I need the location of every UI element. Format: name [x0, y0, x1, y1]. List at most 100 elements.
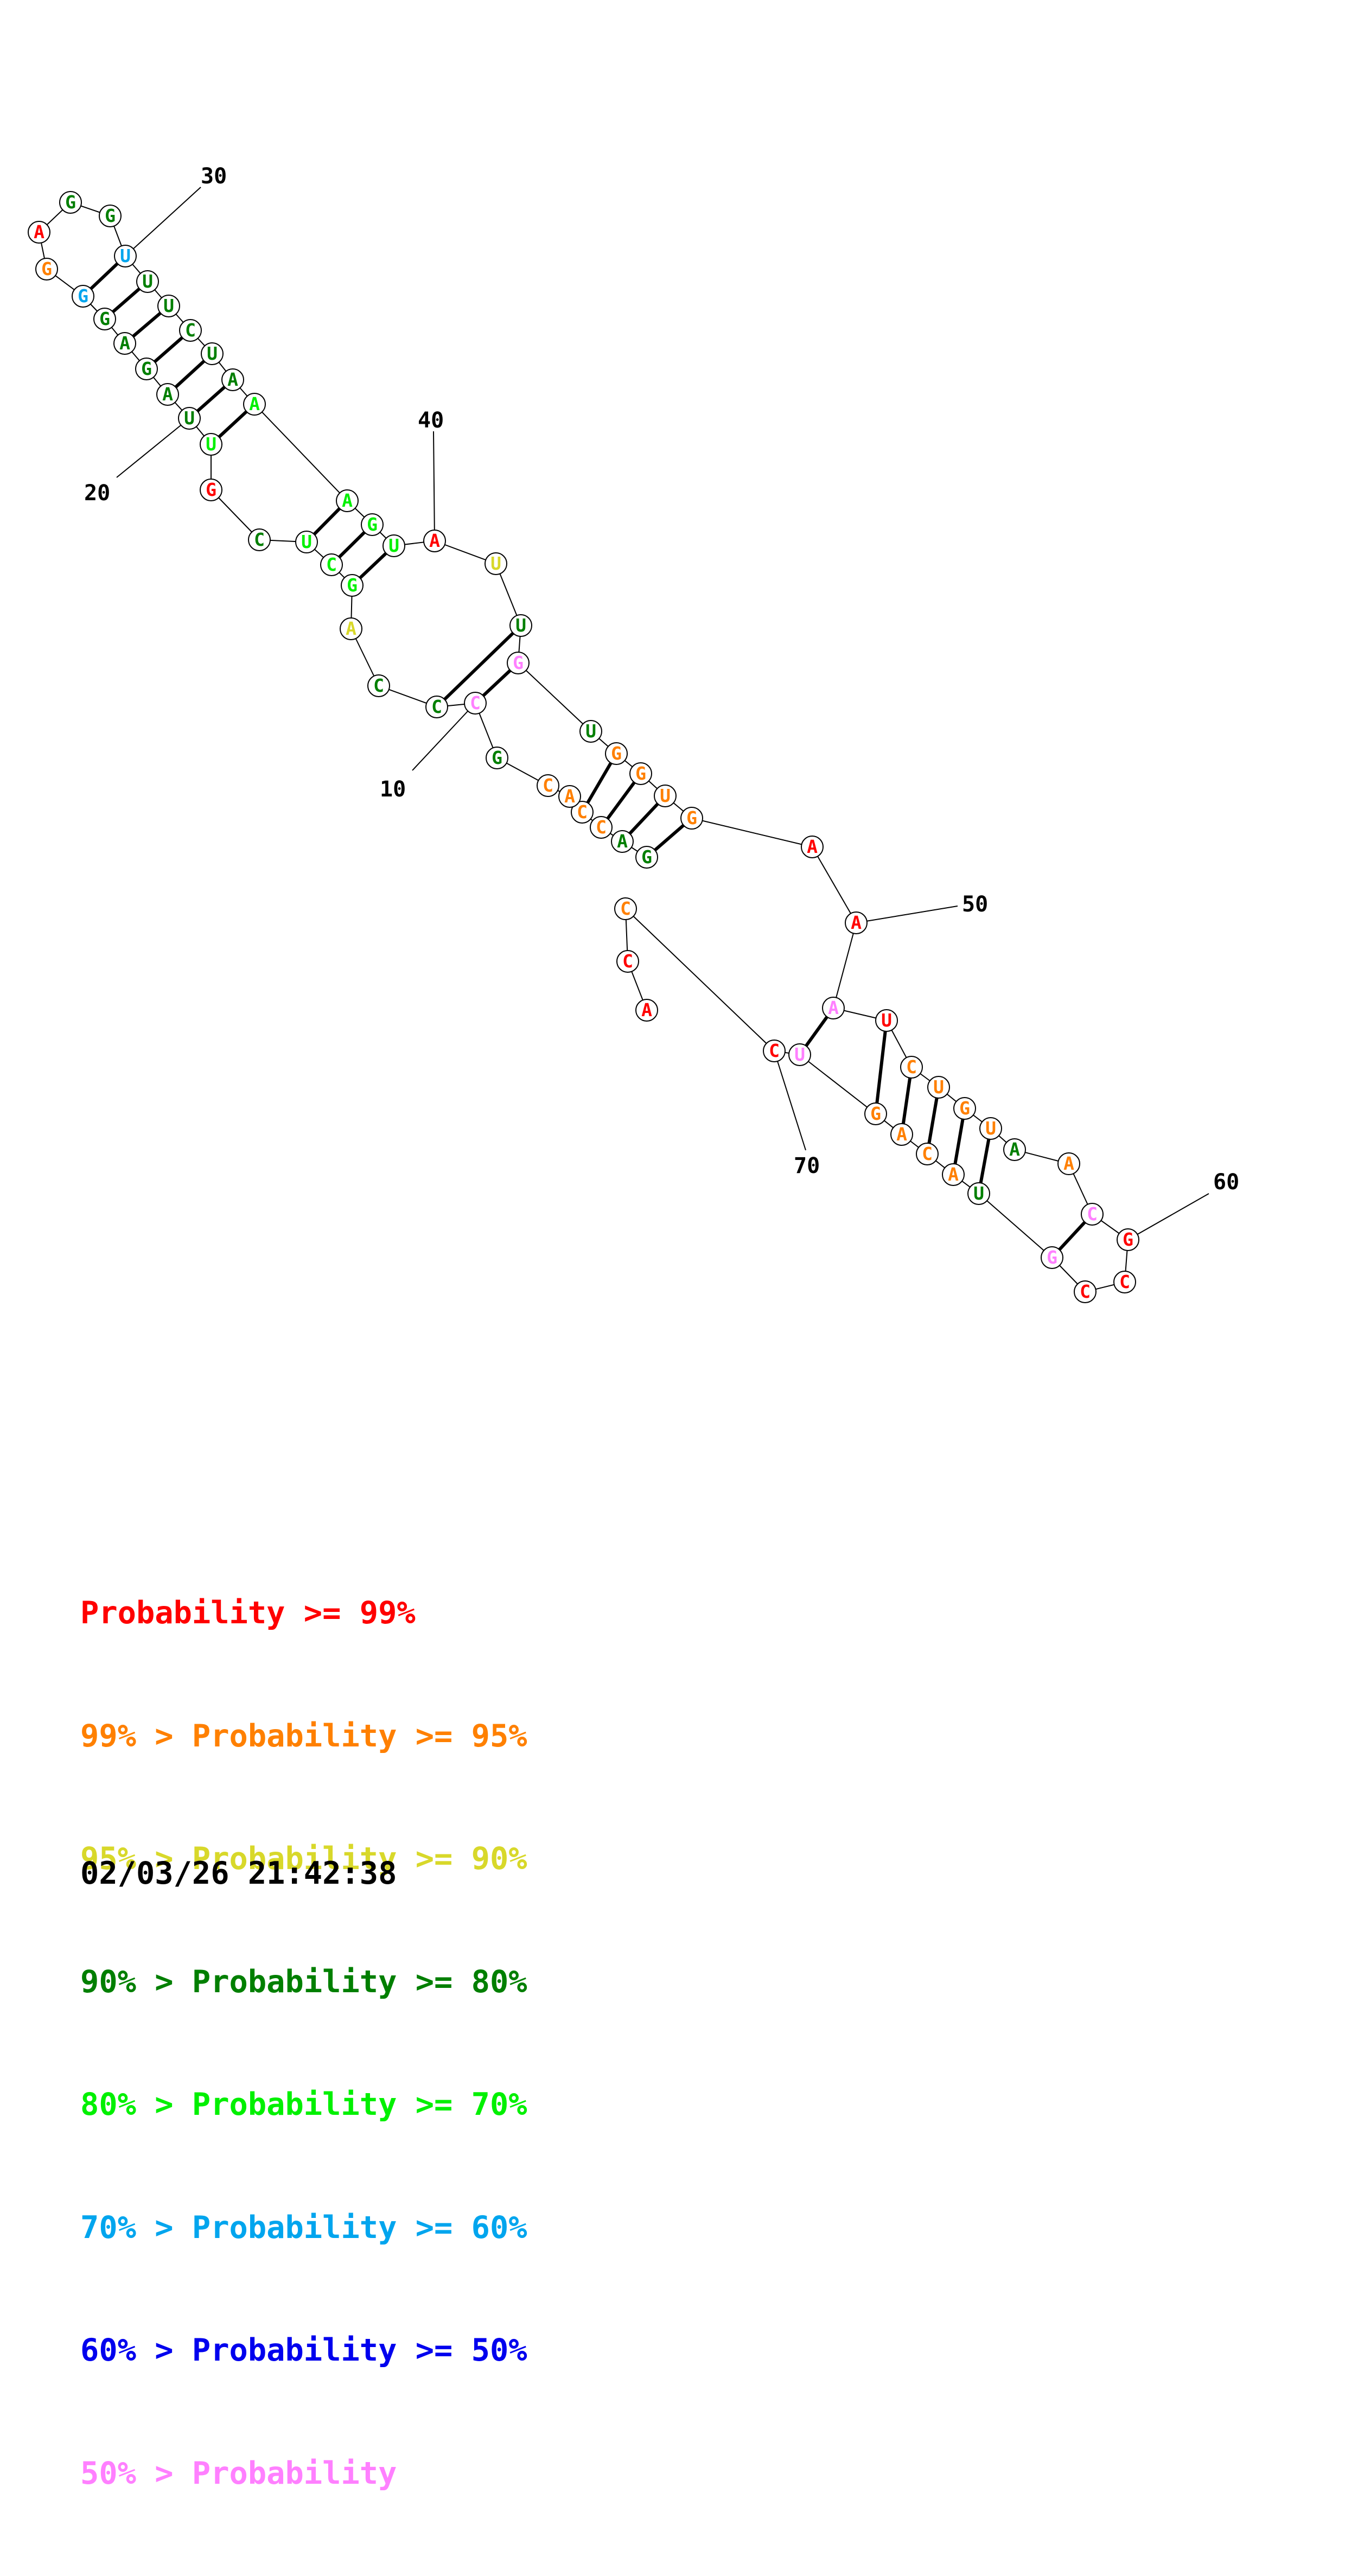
nucleotide-letter: C [906, 1056, 917, 1077]
nucleotide: A [1057, 1152, 1080, 1175]
nucleotide: U [178, 407, 201, 430]
position-label: 50 [962, 892, 988, 917]
nucleotide-circle [629, 762, 652, 785]
legend-row-p60: 70% > Probability >= 60% [80, 2208, 527, 2249]
nucleotide: C [248, 528, 271, 551]
nucleotide-letter: G [105, 205, 116, 226]
nucleotide-letter: U [142, 271, 153, 292]
nucleotide: A [558, 785, 581, 808]
legend-row-p80: 90% > Probability >= 80% [80, 1962, 527, 2003]
nucleotide-letter: U [490, 553, 501, 574]
nucleotide: U [927, 1076, 950, 1099]
backbone-link [799, 1054, 876, 1114]
nucleotide: U [979, 1117, 1002, 1140]
nucleotide-circle [1113, 1271, 1136, 1293]
nucleotide: U [579, 720, 602, 743]
nucleotide-circle [942, 1163, 965, 1186]
nucleotide-circle [953, 1097, 976, 1120]
nucleotide-letter: A [564, 786, 575, 807]
position-label-layer: 10 20 30 40 50 60 70 [84, 164, 1239, 1240]
nucleotide: C [763, 1040, 786, 1062]
nucleotide-circle [900, 1056, 923, 1079]
nucleotide-letter: C [326, 554, 337, 575]
nucleotide-letter: G [99, 308, 110, 329]
nucleotide-circle [295, 531, 318, 553]
nucleotide: C [537, 774, 559, 797]
nucleotide-letter: G [1123, 1229, 1133, 1250]
nucleotide-circle [243, 393, 266, 416]
nucleotide-letter: G [513, 652, 524, 673]
nucleotide: G [135, 358, 158, 380]
nucleotide: C [320, 553, 343, 576]
nucleotide: G [341, 574, 364, 597]
nucleotide: G [99, 205, 122, 227]
nucleotide-circle [654, 785, 677, 807]
nucleotide-circle [616, 950, 639, 973]
nucleotide: U [383, 534, 405, 557]
nucleotide-letter: C [577, 801, 588, 822]
nucleotide-circle [590, 816, 613, 839]
nucleotide-letter: C [922, 1143, 933, 1164]
nucleotide-letter: A [617, 831, 628, 852]
nucleotide: C [367, 674, 390, 697]
nucleotide-circle [1081, 1203, 1104, 1226]
legend-prefix: 99% > [80, 1718, 192, 1754]
legend-row-p99: Probability >= 99% [80, 1593, 527, 1634]
legend-text: Probability >= 50% [192, 2332, 527, 2368]
nucleotide-letter: G [41, 258, 52, 279]
legend-row-p70: 80% > Probability >= 70% [80, 2084, 527, 2126]
legend-row-p95: 99% > Probability >= 95% [80, 1716, 527, 1757]
nucleotide-letter: G [1047, 1247, 1057, 1268]
legend-prefix: 95% > [80, 1841, 192, 1877]
nucleotide-circle [916, 1143, 939, 1165]
probability-legend: Probability >= 99% 99% > Probability >= … [80, 1511, 527, 2576]
nucleotide: G [635, 846, 658, 869]
nucleotide: A [221, 368, 244, 391]
nucleotide-circle [864, 1102, 887, 1125]
nucleotide-circle [1003, 1138, 1026, 1161]
nucleotide-letter: A [828, 997, 839, 1018]
nucleotide-letter: U [120, 245, 131, 266]
nucleotide: U [788, 1043, 811, 1066]
nucleotide-letter: G [686, 807, 697, 828]
nucleotide-circle [113, 332, 136, 355]
position-leader-line [116, 418, 190, 478]
nucleotide-letter: U [933, 1076, 944, 1098]
nucleotide: G [72, 285, 94, 308]
legend-text: Probability >= 60% [192, 2209, 527, 2246]
nucleotide-circle [361, 513, 384, 536]
nucleotide-letter: A [1009, 1139, 1020, 1160]
nucleotide: C [614, 897, 637, 920]
nucleotide-circle [614, 897, 637, 920]
position-leader-line [412, 703, 476, 771]
nucleotide: C [616, 950, 639, 973]
nucleotide-letter: C [470, 692, 481, 713]
nucleotide-letter: G [78, 285, 88, 307]
nucleotide-letter: C [1119, 1271, 1130, 1292]
nucleotide-circle [114, 245, 137, 267]
nucleotide-letter: G [347, 575, 358, 596]
nucleotide-circle [486, 747, 508, 769]
nucleotide-circle [340, 617, 362, 640]
nucleotide: C [464, 692, 487, 715]
nucleotide-letter: G [870, 1103, 881, 1124]
nucleotide: U [485, 552, 507, 575]
nucleotide-circle [1117, 1228, 1139, 1251]
nucleotide-circle [1074, 1280, 1097, 1303]
nucleotide-letter: A [162, 384, 173, 405]
nucleotide-letter: U [184, 407, 195, 429]
position-label: 60 [1213, 1170, 1239, 1195]
position-label: 70 [794, 1153, 820, 1178]
nucleotide-letter: U [973, 1183, 984, 1204]
nucleotide-circle [537, 774, 559, 797]
nucleotide-letter: C [185, 320, 196, 341]
nucleotide: G [93, 308, 116, 330]
backbone-link [211, 489, 260, 540]
nucleotide: G [1117, 1228, 1139, 1251]
nucleotide-letter: A [851, 912, 862, 933]
nucleotide-letter: A [119, 333, 130, 354]
legend-prefix: 70% > [80, 2209, 192, 2246]
nucleotide-circle [979, 1117, 1002, 1140]
nucleotide-circle [611, 830, 634, 853]
nucleotide-circle [157, 295, 180, 317]
